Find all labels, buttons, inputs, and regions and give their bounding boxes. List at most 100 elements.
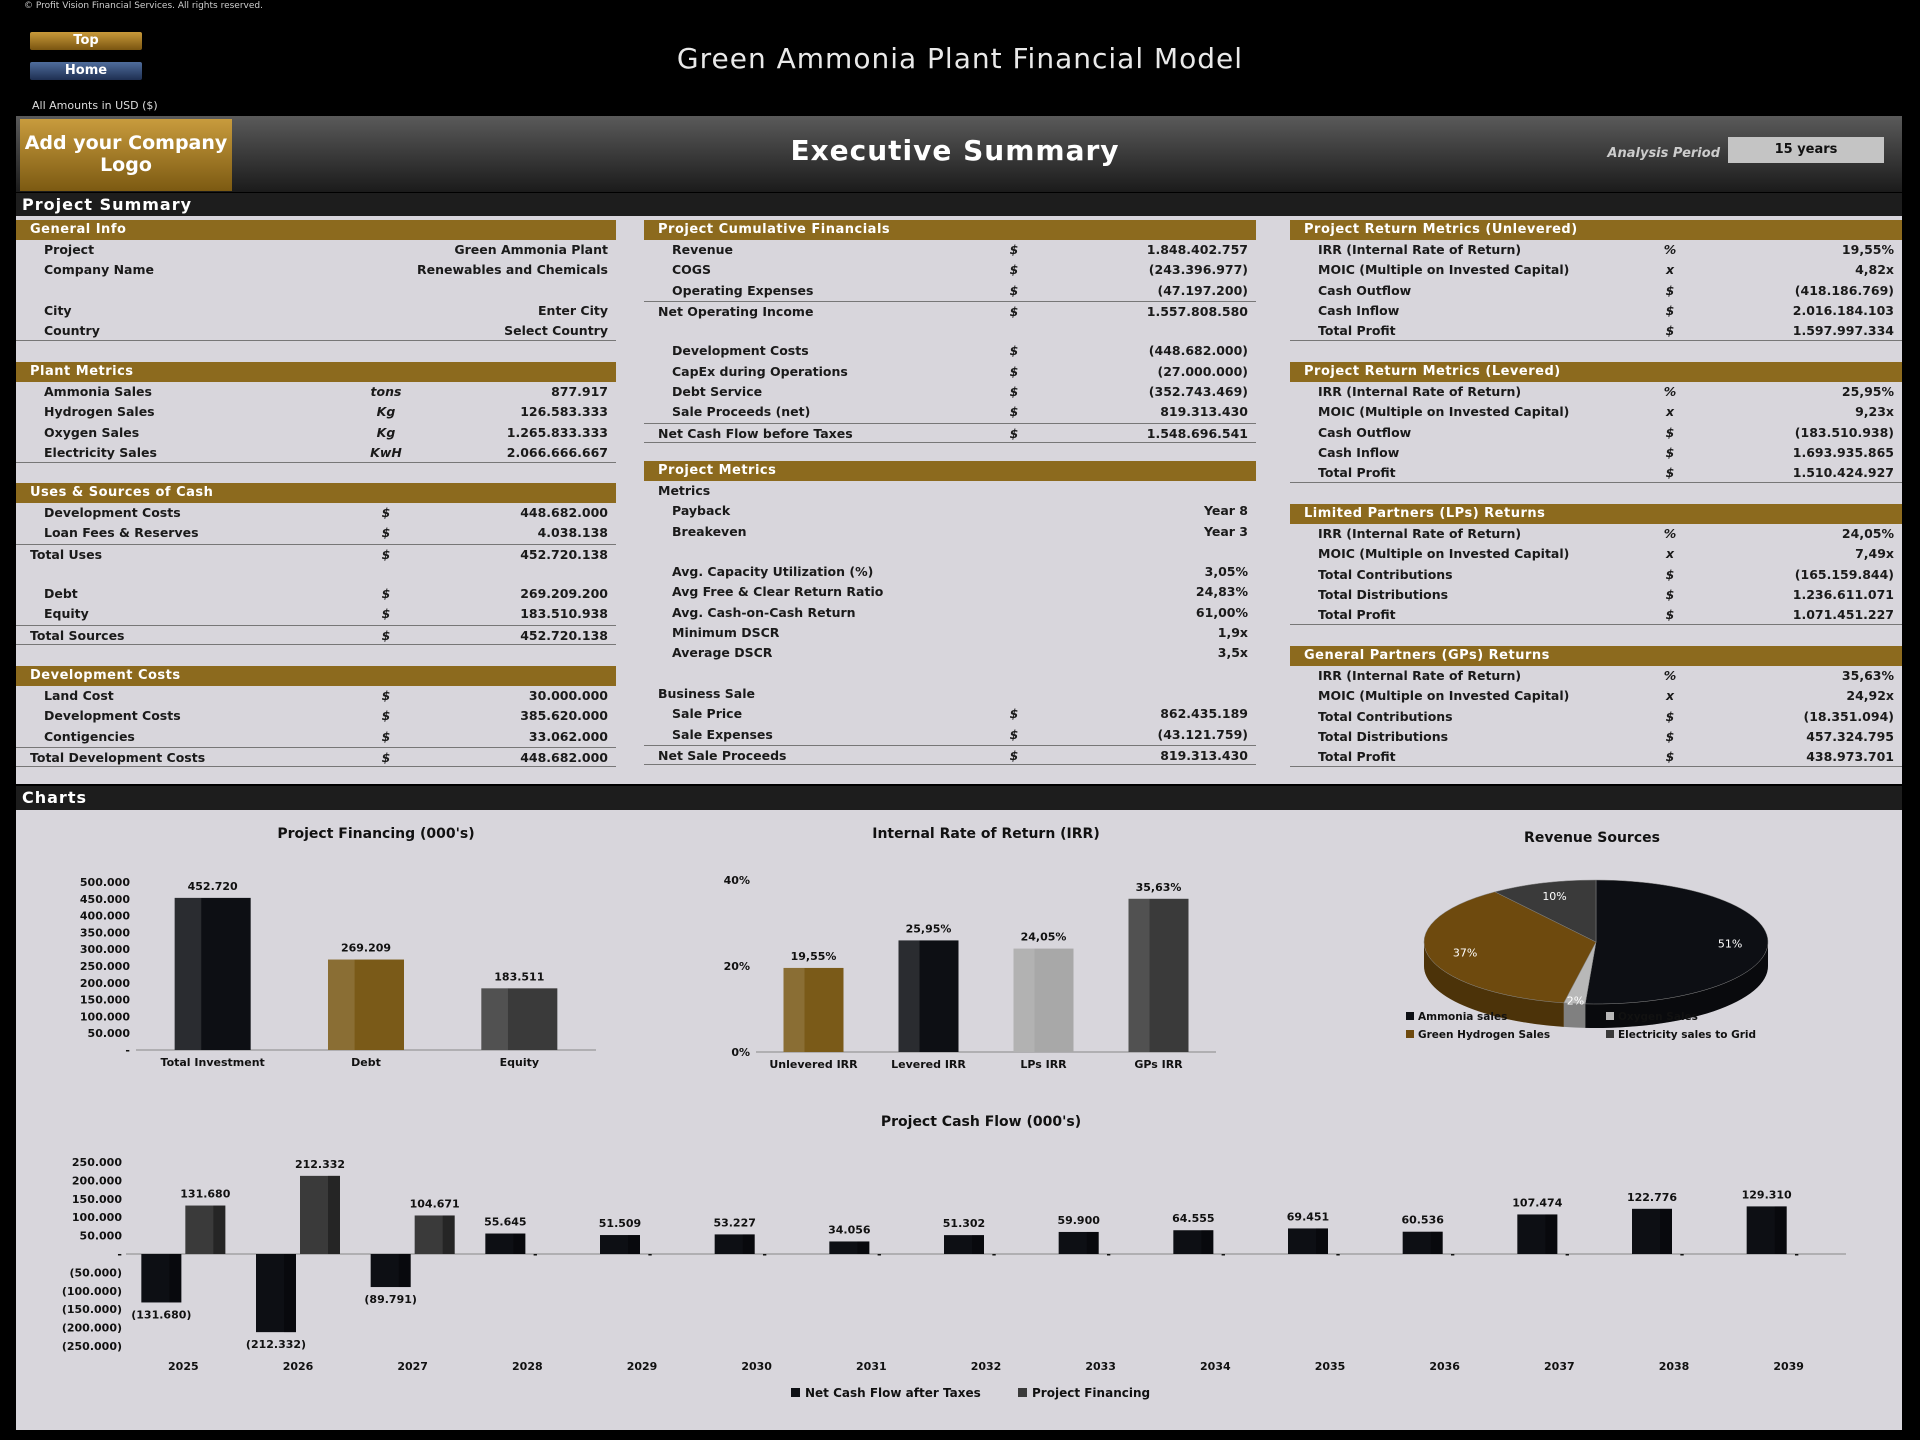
x-tick-label: 2033 <box>1085 1360 1116 1373</box>
data-label: - <box>533 1248 538 1261</box>
bar <box>300 1175 340 1254</box>
table-row <box>16 564 616 584</box>
panel-header: Project Cumulative Financials <box>644 220 1256 240</box>
table-row: Net Operating Income $1.557.808.580 <box>644 300 1256 321</box>
row-unit: $ <box>1665 749 1675 765</box>
table-row: Metrics <box>644 481 1256 501</box>
company-logo-placeholder[interactable]: Add your Company Logo <box>20 119 232 191</box>
row-label: Total Contributions <box>1318 566 1453 582</box>
home-button[interactable]: Home <box>30 62 142 80</box>
row-unit: $ <box>1009 425 1019 441</box>
bar-highlight <box>174 897 202 1050</box>
data-label: - <box>1336 1248 1341 1261</box>
pie-slice-shade <box>1563 1002 1586 1028</box>
row-value: 448.682.000 <box>520 749 608 765</box>
row-value: 1,9x <box>1217 625 1248 641</box>
pie-slice-side <box>1563 1002 1586 1028</box>
table-row: MOIC (Multiple on Invested Capital) x 7,49… <box>1290 544 1902 564</box>
row-label: Loan Fees & Reserves <box>44 525 199 541</box>
pie-label: 10% <box>1542 890 1566 903</box>
row-value: 30.000.000 <box>528 688 608 703</box>
row-value: (448.682.000) <box>1148 343 1248 359</box>
row-label: Metrics <box>658 483 711 498</box>
irr-chart: 0% 20% 40% 19,55% Unlevered IRR 25,95% Levered… <box>724 874 1216 1071</box>
row-value: 452.720.138 <box>520 627 608 643</box>
row-unit: $ <box>1009 384 1019 400</box>
table-row: Total Distributions $1.236.611.071 <box>1290 585 1902 605</box>
data-label: - <box>1680 1248 1685 1261</box>
page-title: Executive Summary <box>790 134 1120 167</box>
x-tick-label: 2029 <box>627 1360 658 1373</box>
table-row: IRR (Internal Rate of Return)% 24,05% <box>1290 524 1902 544</box>
row-label: Avg. Cash-on-Cash Return <box>672 604 856 620</box>
table-row: Total Profit $1.071.451.227 <box>1290 605 1902 626</box>
table-row: Total Sources $452.720.138 <box>16 624 616 646</box>
table-row: Net Cash Flow before Taxes $1.548.696.541 <box>644 422 1256 443</box>
row-label: IRR (Internal Rate of Return) <box>1318 668 1522 683</box>
row-label: Total Profit <box>1318 465 1396 481</box>
table-row: Equity $183.510.938 <box>16 604 616 624</box>
y-tick-label: 150.000 <box>80 994 130 1007</box>
data-label: 212.332 <box>295 1158 345 1171</box>
data-label: 64.555 <box>1172 1212 1214 1225</box>
table-row <box>644 542 1256 562</box>
table-row: COGS $ (243.396.977) <box>644 260 1256 280</box>
y-tick-label: 300.000 <box>80 943 130 956</box>
row-unit: $ <box>1665 566 1675 582</box>
x-tick-label: Levered IRR <box>891 1058 966 1071</box>
table-row: Net Sale Proceeds $819.313.430 <box>644 744 1256 766</box>
summary-area: General Info Project Green Ammonia Plant Co… <box>16 216 1902 784</box>
table-row: Sale Expenses $ (43.121.759) <box>644 725 1256 745</box>
bar <box>174 897 251 1050</box>
levered-returns-panel: Project Return Metrics (Levered) IRR (Int… <box>1290 362 1902 484</box>
row-label: Debt <box>44 586 78 602</box>
y-tick-label: 50.000 <box>80 1230 123 1243</box>
row-value: Select Country <box>504 323 608 339</box>
table-row: MOIC (Multiple on Invested Capital) x 4,82… <box>1290 260 1902 280</box>
row-unit: $ <box>1665 465 1675 481</box>
row-unit: $ <box>381 627 391 643</box>
row-unit: $ <box>1009 404 1019 420</box>
row-unit: $ <box>1665 282 1675 298</box>
bar-shade <box>972 1235 984 1254</box>
row-value: Renewables and Chemicals <box>416 262 608 278</box>
y-tick-label: - <box>117 1248 122 1261</box>
data-label: 131.680 <box>180 1188 230 1201</box>
panel-header: Project Return Metrics (Unlevered) <box>1290 220 1902 240</box>
pie-slice-side <box>1424 942 1564 1027</box>
row-unit: x <box>1665 688 1675 704</box>
table-row: Operating Expenses $ (47.197.200) <box>644 281 1256 301</box>
project-metrics-panel: Project Metrics Metrics Payback Year 8 Break… <box>644 461 1256 766</box>
legend-label: Electricity sales to Grid <box>1618 1029 1756 1041</box>
table-row: Average DSCR 3,5x <box>644 643 1256 663</box>
data-label: 59.900 <box>1057 1214 1100 1227</box>
top-button[interactable]: Top <box>30 32 142 50</box>
y-tick-label: 500.000 <box>80 876 130 889</box>
row-label: Land Cost <box>44 688 114 703</box>
y-tick-label: (150.000) <box>62 1303 122 1316</box>
row-label: Electricity Sales <box>44 444 157 460</box>
y-tick-label: 20% <box>724 960 750 973</box>
row-unit: % <box>1663 668 1677 683</box>
legend-swatch <box>1406 1012 1414 1020</box>
panel-header: Uses & Sources of Cash <box>16 483 616 503</box>
row-unit: % <box>1663 384 1677 399</box>
row-unit: $ <box>381 688 391 703</box>
row-value: 1.548.696.541 <box>1146 425 1248 441</box>
bar-shade <box>1201 1230 1214 1254</box>
analysis-period-select[interactable]: 15 years <box>1728 137 1884 163</box>
app-title: Green Ammonia Plant Financial Model <box>676 42 1244 75</box>
row-unit: $ <box>1009 726 1019 742</box>
table-row: Company Name Renewables and Chemicals <box>16 260 616 280</box>
table-row: IRR (Internal Rate of Return)% 19,55% <box>1290 240 1902 260</box>
pie-label: 37% <box>1453 947 1477 960</box>
table-row: Total Profit $438.973.701 <box>1290 747 1902 768</box>
x-tick-label: 2037 <box>1544 1360 1575 1373</box>
row-unit: $ <box>1009 343 1019 359</box>
bar <box>370 1254 411 1288</box>
x-tick-label: 2035 <box>1315 1360 1346 1373</box>
table-row: City Enter City <box>16 301 616 321</box>
row-value: 19,55% <box>1841 242 1894 257</box>
bar <box>1128 898 1189 1052</box>
row-unit: $ <box>1009 747 1019 763</box>
